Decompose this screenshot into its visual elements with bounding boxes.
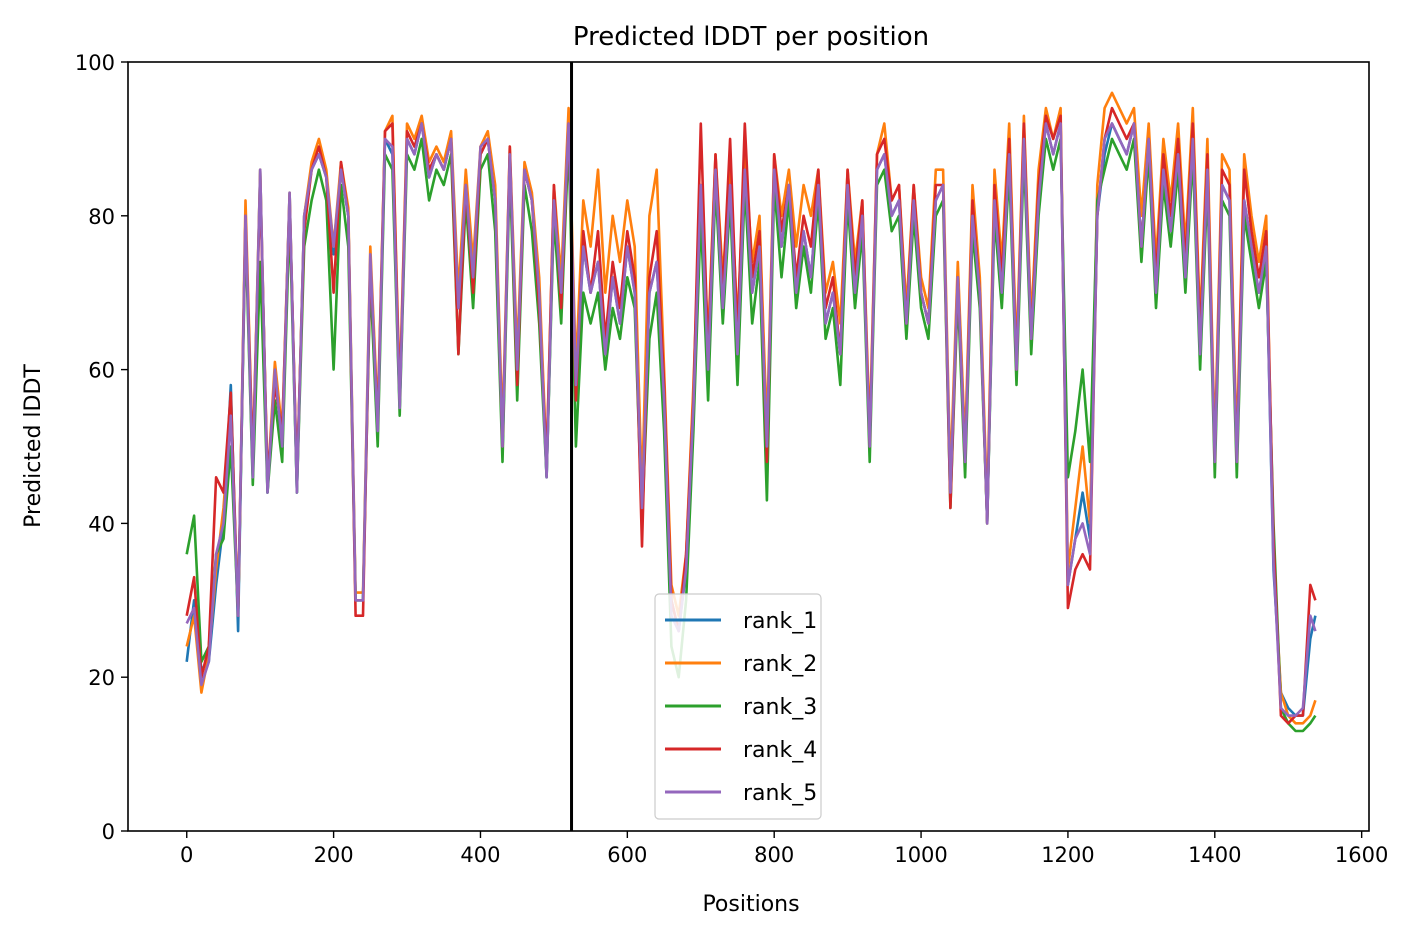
- series-line-rank_5: [185, 122, 1317, 717]
- x-tick-label: 1200: [1041, 843, 1094, 867]
- x-axis-title: Positions: [702, 892, 799, 917]
- y-axis-title: Predicted lDDT: [21, 364, 46, 528]
- x-tick-label: 200: [314, 843, 354, 867]
- plot-frame: [127, 61, 1370, 832]
- legend: rank_1 rank_2 rank_3 rank_4 rank_5: [654, 593, 822, 820]
- series-layer: [185, 91, 1317, 733]
- legend-label-rank_3: rank_3: [743, 695, 817, 720]
- y-axis-ticks: 0 20 40 60 80 100: [75, 51, 128, 844]
- x-tick-label: 600: [607, 843, 647, 867]
- x-tick-label: 1600: [1335, 843, 1388, 867]
- legend-label-rank_5: rank_5: [743, 781, 817, 806]
- legend-label-rank_4: rank_4: [743, 738, 817, 763]
- x-tick-label: 1000: [894, 843, 947, 867]
- y-tick-label: 0: [102, 820, 115, 844]
- legend-box: [654, 593, 822, 820]
- y-tick-label: 80: [88, 205, 115, 229]
- legend-label-rank_1: rank_1: [743, 609, 817, 634]
- y-tick-label: 60: [88, 359, 115, 383]
- chart-title: Predicted lDDT per position: [573, 22, 929, 52]
- x-tick-label: 0: [180, 843, 193, 867]
- x-tick-label: 400: [460, 843, 500, 867]
- y-tick-label: 40: [88, 512, 115, 536]
- y-tick-label: 20: [88, 666, 115, 690]
- legend-label-rank_2: rank_2: [743, 652, 817, 677]
- x-axis-ticks: 0 200 400 600 800 1000 1200 1400 1600: [180, 831, 1388, 867]
- x-tick-label: 800: [754, 843, 794, 867]
- x-tick-label: 1400: [1188, 843, 1241, 867]
- y-tick-label: 100: [75, 51, 115, 75]
